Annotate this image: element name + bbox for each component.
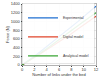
svg-text:8: 8 (70, 67, 73, 72)
svg-text:2: 2 (33, 67, 36, 72)
svg-text:12: 12 (94, 67, 99, 72)
svg-text:400: 400 (13, 45, 20, 50)
svg-text:Experimental: Experimental (63, 16, 84, 20)
svg-text:Analytical model: Analytical model (63, 54, 89, 58)
svg-text:10: 10 (81, 67, 86, 72)
svg-text:200: 200 (13, 54, 20, 59)
svg-text:Number of links under the bed: Number of links under the bed (32, 72, 86, 77)
svg-text:0: 0 (17, 62, 20, 67)
svg-text:Force (N): Force (N) (5, 25, 10, 43)
svg-text:600: 600 (13, 36, 20, 41)
svg-text:0: 0 (21, 67, 24, 72)
svg-text:4: 4 (46, 67, 49, 72)
svg-text:1400: 1400 (11, 1, 21, 6)
svg-text:Digital model: Digital model (63, 35, 83, 39)
svg-text:800: 800 (13, 28, 20, 33)
svg-text:1000: 1000 (11, 19, 21, 24)
svg-text:6: 6 (58, 67, 61, 72)
svg-text:1200: 1200 (11, 10, 21, 15)
